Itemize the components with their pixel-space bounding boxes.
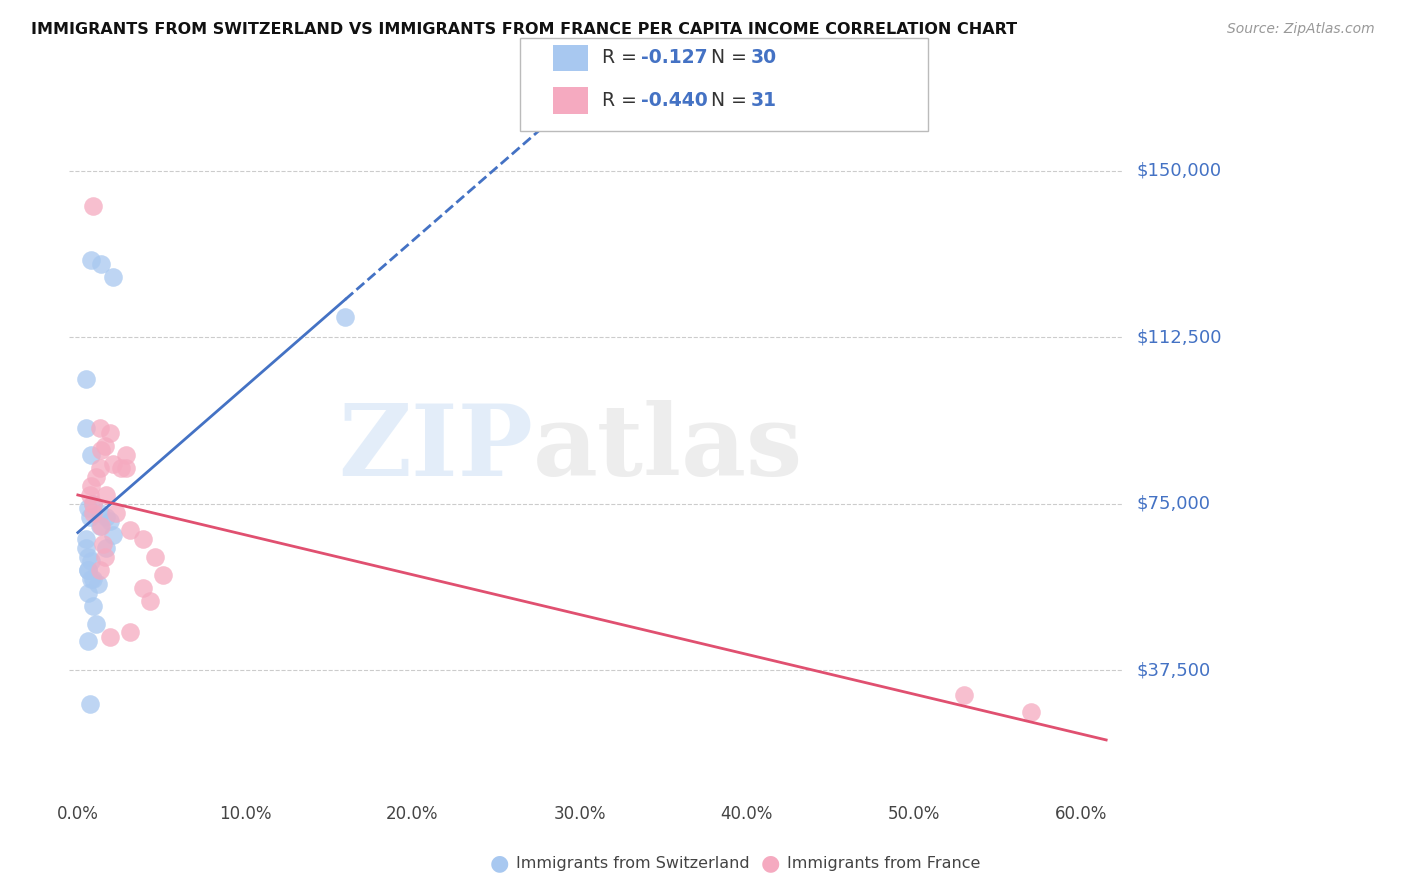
Point [91, 537, 114, 551]
Point [80, 479, 103, 493]
Text: 30: 30 [751, 48, 778, 68]
Text: Immigrants from Switzerland: Immigrants from Switzerland [516, 856, 749, 871]
Point [132, 533, 155, 547]
Text: N =: N = [711, 91, 748, 111]
Point [118, 625, 141, 640]
Point [82, 599, 104, 613]
Point [96, 510, 118, 524]
Point [110, 461, 132, 475]
Point [105, 506, 128, 520]
Point [84, 616, 107, 631]
Point [82, 497, 104, 511]
Text: Immigrants from France: Immigrants from France [787, 856, 981, 871]
Point [98, 515, 121, 529]
Point [84, 470, 107, 484]
Point [101, 528, 124, 542]
Text: R =: R = [602, 48, 637, 68]
Point [90, 519, 112, 533]
Point [80, 572, 103, 586]
Point [98, 630, 121, 644]
Text: 31: 31 [751, 91, 776, 111]
Point [89, 461, 111, 475]
Point [115, 448, 138, 462]
Point [152, 567, 174, 582]
Text: -0.440: -0.440 [641, 91, 707, 111]
Point [89, 519, 111, 533]
Point [90, 257, 112, 271]
Point [80, 252, 103, 267]
Text: $75,000: $75,000 [1137, 495, 1211, 513]
Text: $37,500: $37,500 [1137, 661, 1211, 679]
Point [76, 634, 98, 648]
Point [82, 572, 104, 586]
Point [75, 421, 97, 435]
Point [80, 448, 103, 462]
Point [82, 199, 104, 213]
Point [82, 506, 104, 520]
Text: R =: R = [602, 91, 637, 111]
Point [118, 524, 141, 538]
Point [89, 563, 111, 577]
Point [98, 425, 121, 440]
Point [76, 501, 98, 516]
Point [93, 439, 115, 453]
Point [76, 549, 98, 564]
Text: $150,000: $150,000 [1137, 161, 1222, 180]
Text: ●: ● [489, 854, 509, 873]
Point [143, 549, 166, 564]
Text: -0.127: -0.127 [641, 48, 707, 68]
Point [89, 421, 111, 435]
Point [76, 585, 98, 599]
Point [101, 457, 124, 471]
Point [82, 497, 104, 511]
Point [87, 576, 110, 591]
Text: atlas: atlas [533, 400, 803, 497]
Point [79, 697, 101, 711]
Point [101, 270, 124, 285]
Point [138, 594, 160, 608]
Point [75, 372, 97, 386]
Point [75, 533, 97, 547]
Text: IMMIGRANTS FROM SWITZERLAND VS IMMIGRANTS FROM FRANCE PER CAPITA INCOME CORRELAT: IMMIGRANTS FROM SWITZERLAND VS IMMIGRANT… [31, 22, 1017, 37]
Point [96, 541, 118, 555]
Point [75, 541, 97, 555]
Point [80, 554, 103, 568]
Point [96, 488, 118, 502]
Point [76, 563, 98, 577]
Point [89, 506, 111, 520]
Point [1019, 706, 1042, 720]
Point [132, 581, 155, 595]
Point [79, 488, 101, 502]
Text: ●: ● [761, 854, 780, 873]
Point [953, 688, 976, 702]
Text: Source: ZipAtlas.com: Source: ZipAtlas.com [1227, 22, 1375, 37]
Point [76, 563, 98, 577]
Point [93, 549, 115, 564]
Point [79, 510, 101, 524]
Text: ZIP: ZIP [337, 400, 533, 497]
Point [335, 310, 357, 325]
Text: $112,500: $112,500 [1137, 328, 1222, 346]
Point [115, 461, 138, 475]
Point [90, 443, 112, 458]
Text: N =: N = [711, 48, 748, 68]
